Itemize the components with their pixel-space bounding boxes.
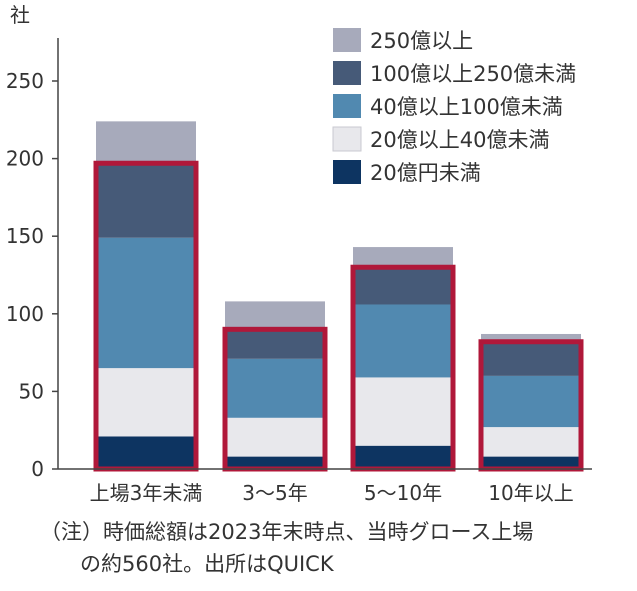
bar-segment-3-4 [481,333,581,342]
x-tick-label-0: 上場3年未満 [90,481,203,505]
bar-segment-2-0 [353,445,453,469]
legend-item-2: 40億以上100億未満 [333,94,563,119]
legend-swatch-2 [333,94,361,118]
bar-segment-2-1 [353,377,453,446]
bars [96,121,581,469]
bar-segment-0-1 [96,368,196,437]
bar-segment-1-3 [225,329,325,359]
legend-item-0: 250億以上 [333,28,473,53]
highlight-boxes [93,160,584,472]
legend-label-1: 100億以上250億未満 [370,62,576,86]
legend-label-4: 20億円未満 [370,161,481,185]
axes: 社 0 50 100 150 200 250 上場3年未満 3～5年 5～10年 10年以上 [6,3,592,505]
bar-segment-3-0 [481,456,581,469]
legend-swatch-4 [333,160,361,184]
bar-segment-3-3 [481,341,581,376]
legend-label-2: 40億以上100億未満 [370,95,563,119]
legend-label-0: 250億以上 [370,29,473,53]
bar-segment-1-1 [225,417,325,457]
legend-swatch-0 [333,28,361,52]
bar-segment-0-0 [96,436,196,469]
y-tick-label-0: 0 [31,457,44,481]
legend-swatch-3 [332,126,362,152]
bar-segment-2-3 [353,267,453,305]
legend: 250億以上 100億以上250億未満 40億以上100億未満 20億以上40億未満 2… [332,28,576,185]
legend-swatch-1 [333,61,361,85]
footnote-line-2: の約560社。出所はQUICK [80,552,334,576]
bar-segment-1-2 [225,358,325,418]
legend-item-1: 100億以上250億未満 [333,61,576,86]
bar-stack-1 [225,301,325,469]
y-tick-label-5: 250 [6,69,44,93]
y-tick-label-3: 150 [6,224,44,248]
bar-segment-3-1 [481,427,581,457]
y-tick-label-1: 50 [19,379,44,403]
y-tick-label-4: 200 [6,147,44,171]
legend-label-3: 20億以上40億未満 [370,128,549,152]
legend-item-4: 20億円未満 [333,160,481,185]
bar-stack-2 [353,247,453,469]
bar-segment-0-2 [96,237,196,369]
bar-segment-0-4 [96,121,196,164]
footnote-line-1: （注）時価総額は2023年末時点、当時グロース上場 [40,520,534,544]
bar-stack-0 [96,121,196,469]
bar-segment-3-2 [481,375,581,428]
stacked-bar-chart: 社 0 50 100 150 200 250 上場3年未満 3～5年 5～10年 10年以上 250… [6,3,592,505]
bar-stack-3 [481,333,581,469]
bar-segment-1-4 [225,301,325,330]
bar-segment-2-4 [353,247,453,268]
x-tick-label-1: 3～5年 [242,481,307,505]
y-axis-unit-label: 社 [10,3,30,27]
y-tick-label-2: 100 [6,302,44,326]
x-tick-label-2: 5～10年 [364,481,442,505]
bar-segment-0-3 [96,163,196,238]
bar-segment-1-0 [225,456,325,469]
legend-item-3: 20億以上40億未満 [332,126,549,152]
bar-segment-2-2 [353,304,453,378]
x-tick-label-3: 10年以上 [488,481,573,505]
